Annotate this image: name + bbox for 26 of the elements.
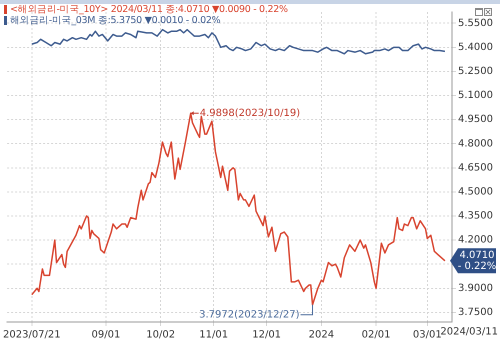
y-tick-label: 5.1000 xyxy=(458,90,493,102)
y-tick-label: 3.7500 xyxy=(458,306,493,318)
y-tick-label: 4.3500 xyxy=(458,210,493,222)
x-tick-label: 2024 xyxy=(308,330,334,341)
annotation: 4.0710 - 0.22% xyxy=(458,250,496,272)
y-tick-label: 4.2000 xyxy=(458,234,493,246)
y-tick-label: 4.6500 xyxy=(458,162,493,174)
y-tick-label: 5.5500 xyxy=(458,18,493,29)
annotation: 4.9898(2023/10/19) xyxy=(200,108,300,119)
annotation: 3.7972(2023/12/27) xyxy=(199,309,300,320)
legend-label: <해외금리-미국_10Y> 2024/03/11 종:4.0710 ▼0.0090 - 0.22% xyxy=(10,4,288,15)
legend-label: 해외금리-미국_03M 종:5.3750 ▼0.0010 - 0.02% xyxy=(10,15,220,26)
y-tick-label: 4.8000 xyxy=(458,138,493,150)
y-tick-label: 3.9000 xyxy=(458,282,493,294)
x-tick-label: 2023/07/21 xyxy=(3,330,61,341)
x-tick-label: 10/02 xyxy=(146,330,176,341)
y-tick-label: 5.2500 xyxy=(458,66,493,78)
y-tick-label: 4.9500 xyxy=(458,114,493,126)
x-tick-label: 12/01 xyxy=(252,330,282,341)
text: 2024/03/11 xyxy=(440,326,498,338)
x-tick-label: 03/01 xyxy=(412,330,442,341)
y-tick-label: 5.4000 xyxy=(458,42,493,53)
y-tick-label: 4.5000 xyxy=(458,186,493,198)
x-tick-label: 09/01 xyxy=(92,330,120,341)
x-tick-label: 11/01 xyxy=(199,330,228,341)
x-tick-label: 02/01 xyxy=(362,330,390,341)
